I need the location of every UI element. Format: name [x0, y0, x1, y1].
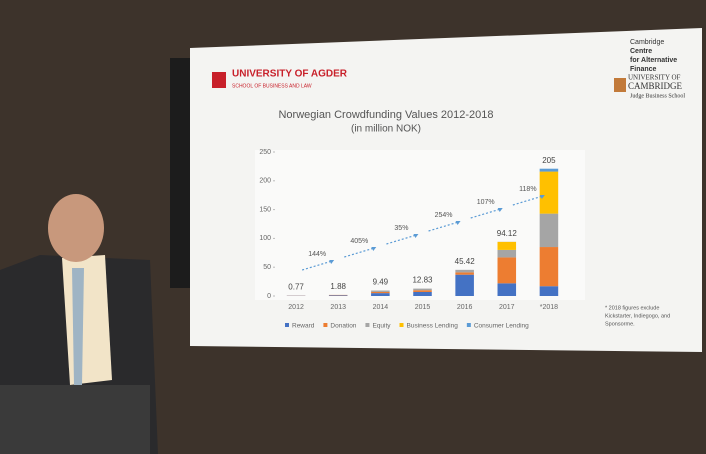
bar-segment	[455, 272, 474, 275]
x-tick-label: *2018	[540, 304, 558, 311]
bar-segment	[328, 295, 348, 296]
bar-segment	[539, 171, 559, 214]
presenter-head	[48, 194, 104, 262]
growth-label: 35%	[394, 225, 408, 232]
agder-logo	[212, 72, 226, 88]
legend-swatch	[365, 323, 370, 327]
growth-label: 254%	[435, 212, 453, 219]
bar-segment	[539, 213, 559, 248]
total-label: 1.88	[330, 282, 346, 291]
bar-segment	[539, 168, 559, 172]
total-label: 12.83	[412, 276, 433, 285]
y-tick-label: 100	[259, 235, 271, 242]
legend-swatch	[285, 323, 289, 327]
x-tick-label: 2016	[457, 304, 473, 311]
cambridge-line: for Alternative	[630, 57, 677, 64]
total-label: 94.12	[497, 229, 518, 238]
legend-label: Donation	[330, 323, 356, 330]
bar-segment	[455, 269, 474, 273]
bar-segment	[497, 257, 517, 284]
growth-arrow	[470, 208, 501, 219]
y-tick-label: 50	[263, 264, 271, 271]
bar-segment	[497, 249, 517, 258]
growth-label: 144%	[308, 251, 326, 258]
cambridge-school: Judge Business School	[630, 93, 685, 99]
bar-segment	[539, 247, 559, 287]
chart-subtitle: (in million NOK)	[351, 124, 421, 135]
legend-swatch	[399, 323, 404, 327]
y-tick-label: 250	[259, 149, 271, 156]
growth-arrow	[344, 247, 375, 258]
legend-label: Equity	[372, 323, 391, 330]
footnote-line: Sponsorme.	[605, 321, 635, 327]
legend-swatch	[466, 323, 471, 327]
total-label: 9.49	[373, 278, 389, 287]
y-tick-label: 150	[259, 206, 271, 213]
agder-title: UNIVERSITY OF AGDER	[232, 69, 348, 80]
cambridge-crest	[614, 78, 626, 92]
bar-segment	[413, 288, 432, 291]
legend-swatch	[323, 323, 328, 327]
bar-segment	[371, 290, 390, 292]
growth-label: 107%	[477, 199, 495, 206]
cambridge-university: UNIVERSITY OF	[628, 74, 681, 82]
growth-arrow	[512, 195, 544, 206]
legend-label: Consumer Lending	[474, 323, 529, 330]
bar-segment	[371, 293, 390, 296]
growth-arrowhead	[455, 221, 461, 225]
growth-arrowhead	[413, 234, 419, 238]
cambridge-university: CAMBRIDGE	[628, 81, 683, 91]
growth-arrow	[301, 260, 333, 271]
y-tick-label: 200	[259, 178, 271, 185]
total-label: 205	[542, 156, 556, 165]
growth-arrow	[428, 221, 459, 232]
growth-arrowhead	[329, 260, 335, 264]
footnote-line: Kickstarter, Indiegogo, and	[605, 313, 670, 319]
legend-label: Business Lending	[407, 323, 459, 330]
bar-segment	[539, 286, 559, 296]
growth-label: 405%	[350, 238, 368, 245]
bar-segment	[497, 283, 517, 296]
chart-title: Norwegian Crowdfunding Values 2012-2018	[278, 109, 493, 121]
growth-arrowhead	[497, 208, 503, 212]
presenter-shirt	[62, 255, 112, 385]
cambridge-line: Centre	[630, 48, 652, 55]
bar-segment	[455, 274, 474, 296]
agder-subtitle: SCHOOL OF BUSINESS AND LAW	[232, 83, 312, 89]
podium	[0, 385, 150, 454]
growth-arrow	[386, 234, 417, 245]
x-tick-label: 2014	[373, 304, 389, 311]
legend-label: Reward	[292, 323, 315, 330]
y-tick-label: 0	[267, 293, 271, 300]
growth-arrowhead	[371, 247, 377, 251]
x-tick-label: 2015	[415, 304, 431, 311]
footnote-line: * 2018 figures exclude	[605, 305, 659, 311]
bar-segment	[371, 291, 390, 294]
total-label: 0.77	[288, 283, 304, 292]
presenter-tie	[72, 268, 84, 385]
growth-arrowhead	[539, 195, 545, 199]
cambridge-line: Cambridge	[630, 39, 664, 46]
bar-segment	[497, 241, 517, 250]
total-label: 45.42	[455, 257, 476, 266]
growth-label: 118%	[519, 186, 536, 193]
x-tick-label: 2013	[330, 304, 346, 311]
cambridge-line: Finance	[630, 66, 657, 73]
bar-segment	[413, 291, 432, 296]
bar-segment	[413, 290, 432, 292]
x-tick-label: 2017	[499, 304, 515, 311]
x-tick-label: 2012	[288, 304, 304, 311]
plot-area	[255, 150, 585, 300]
